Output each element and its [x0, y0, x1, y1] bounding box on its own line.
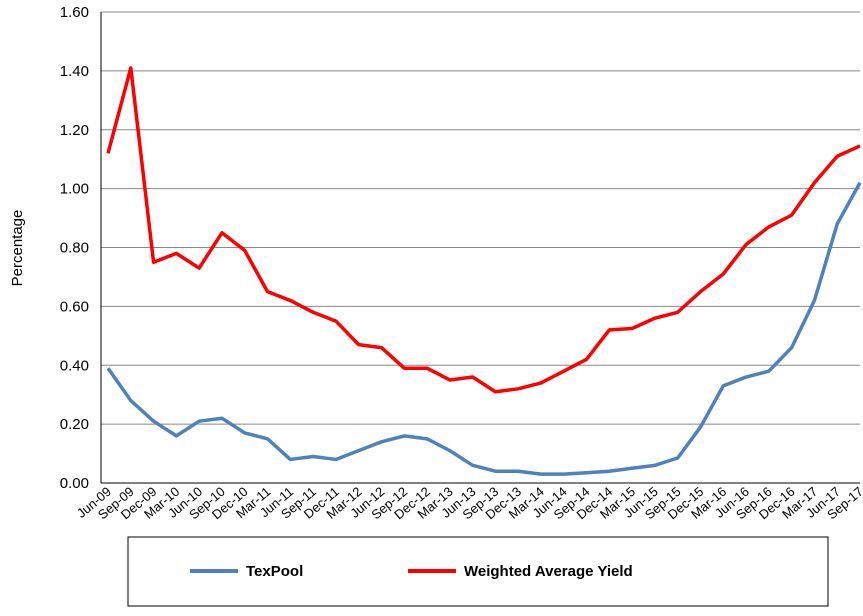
y-tick-label: 1.00	[60, 181, 89, 198]
y-tick-label: 0.00	[60, 475, 89, 492]
series-line	[106, 66, 861, 394]
y-tick-label: 0.80	[60, 240, 89, 257]
y-tick-label: 1.40	[60, 63, 89, 80]
y-axis-title: Percentage	[9, 210, 26, 287]
y-tick-label: 1.20	[60, 122, 89, 139]
y-tick-label: 1.60	[60, 4, 89, 21]
legend-label: TexPool	[246, 563, 303, 580]
legend-box	[127, 536, 829, 607]
y-tick-label: 0.40	[60, 357, 89, 374]
y-tick-label: 0.60	[60, 298, 89, 315]
series-line	[106, 181, 862, 476]
y-tick-label: 0.20	[60, 416, 89, 433]
legend-label: Weighted Average Yield	[464, 563, 633, 580]
